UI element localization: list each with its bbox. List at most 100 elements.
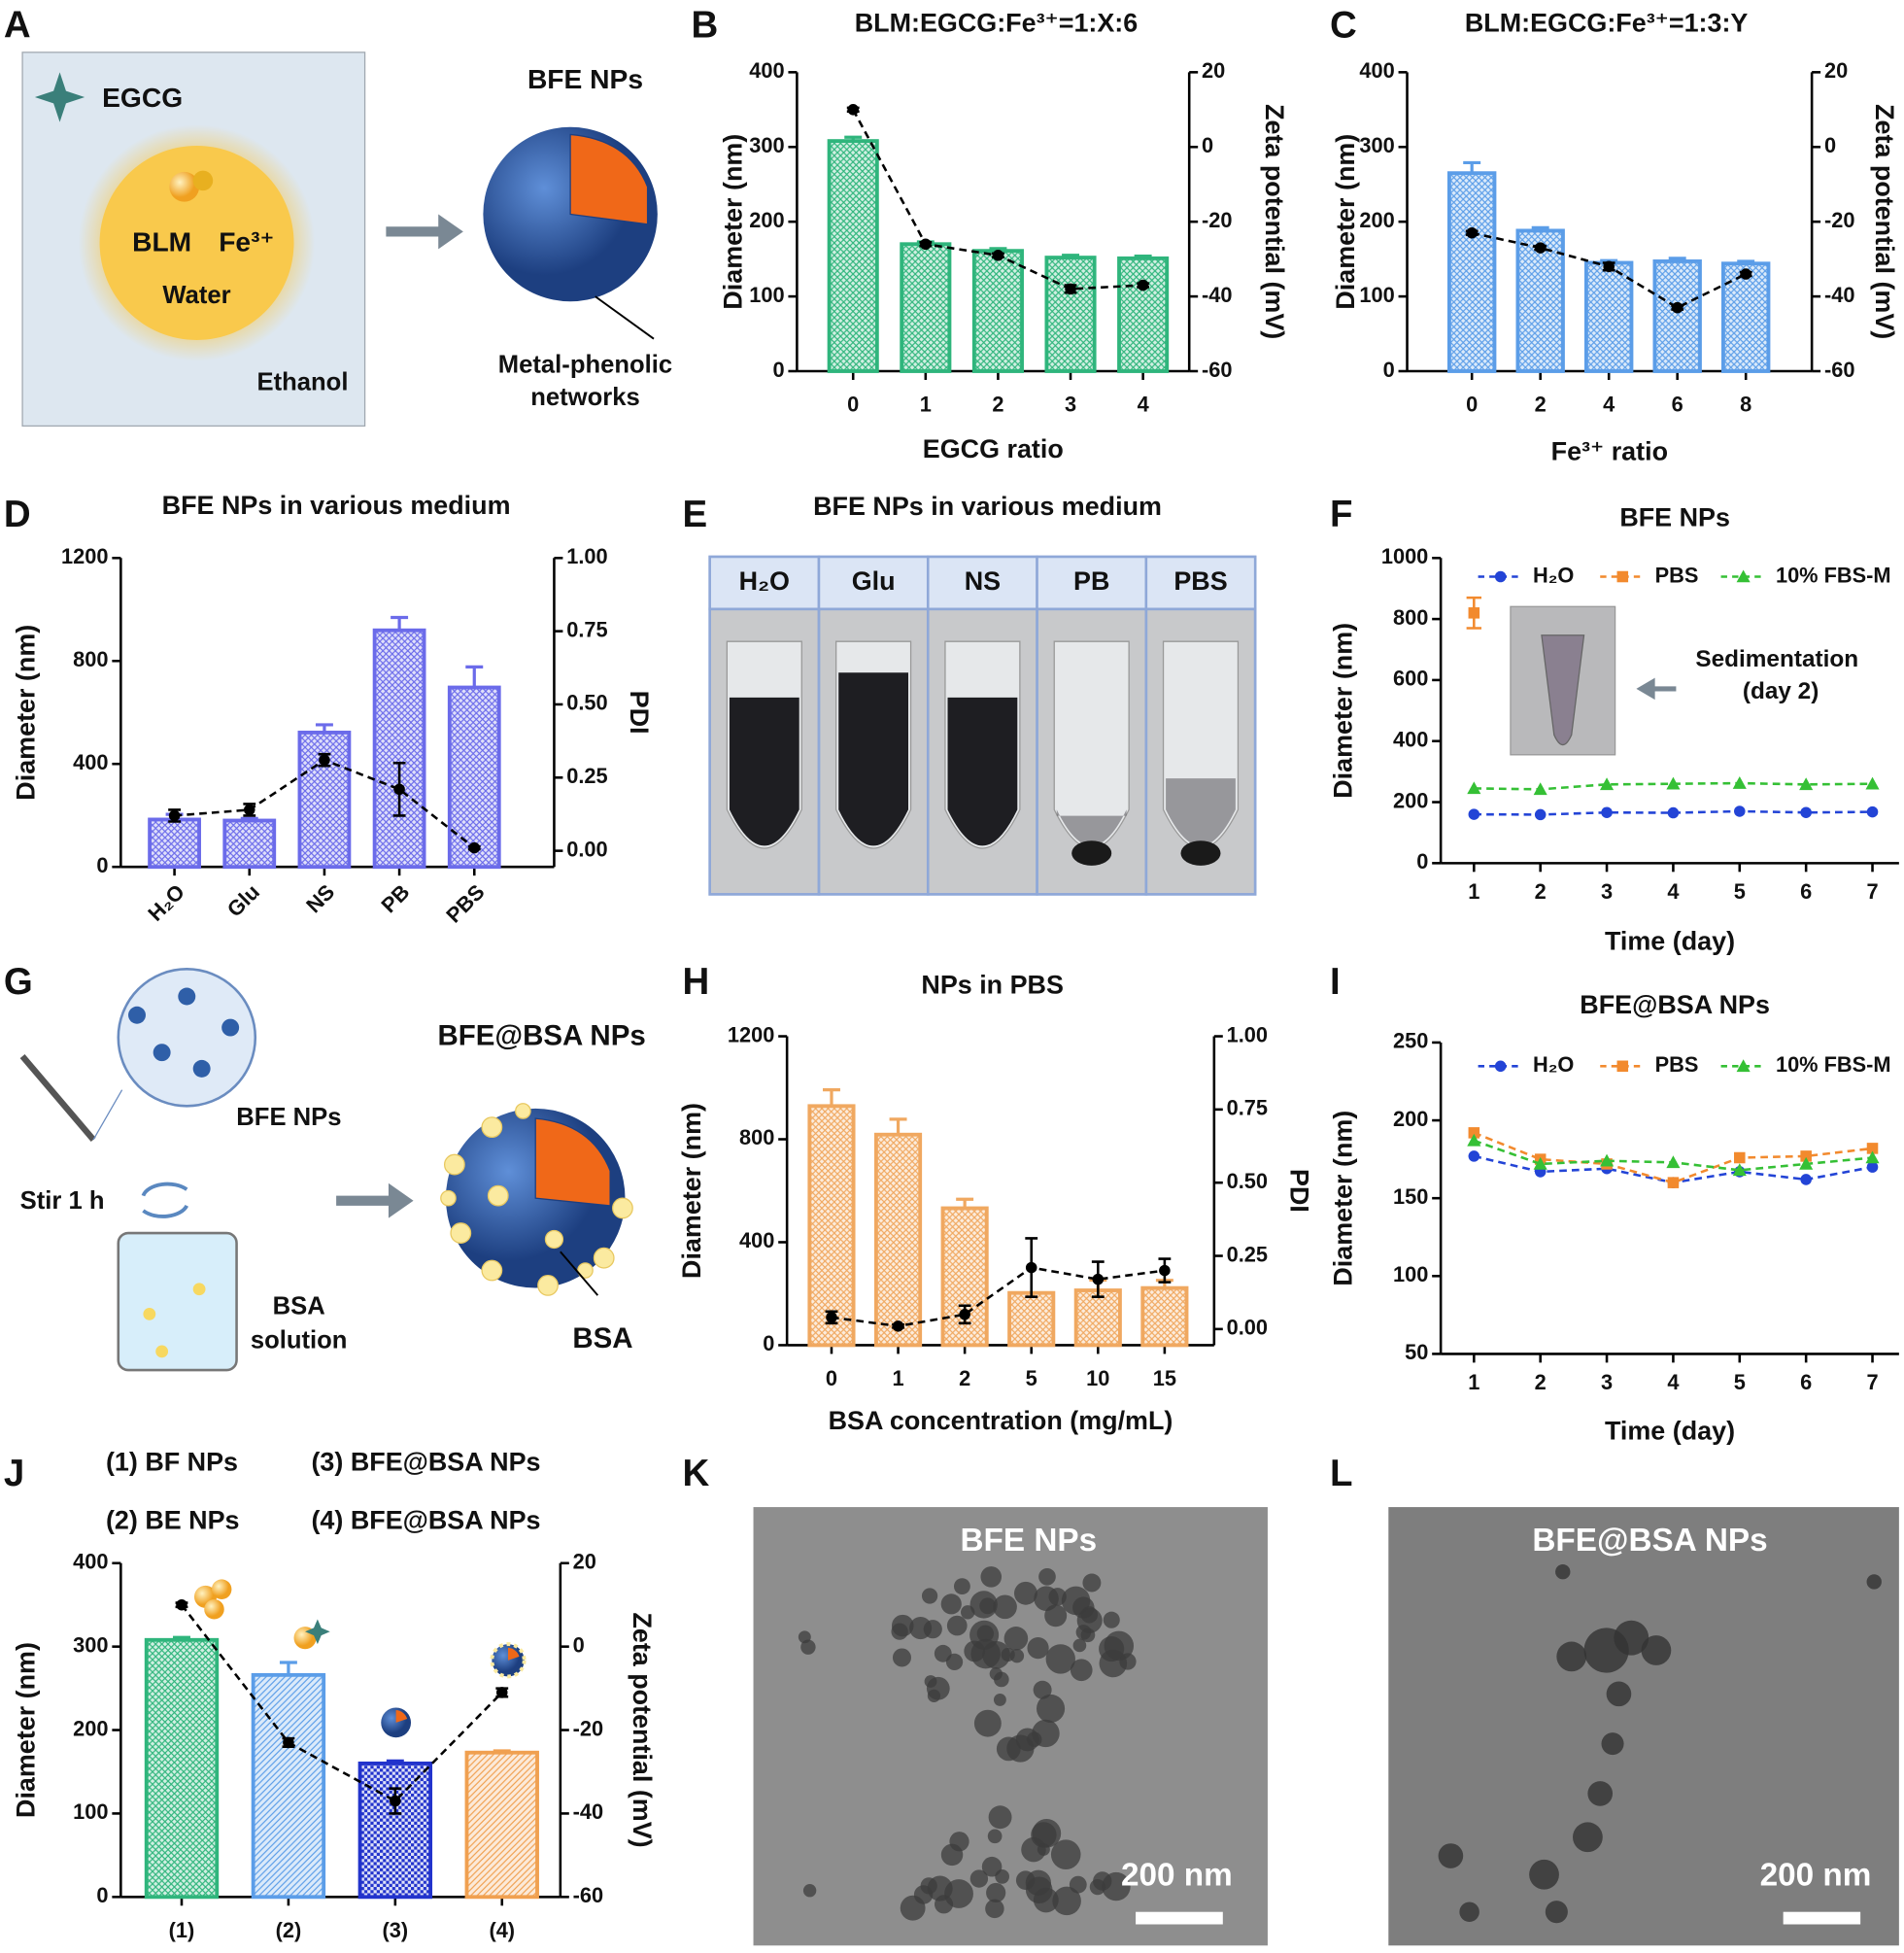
y-tick-label: 150	[1393, 1184, 1428, 1209]
marker	[1800, 1174, 1812, 1185]
tube-liquid	[947, 697, 1018, 846]
tem-particle	[995, 1869, 1009, 1884]
tem-particle	[800, 1639, 816, 1655]
x-axis-label: EGCG ratio	[923, 434, 1064, 463]
x-tick-label: 1	[892, 1366, 903, 1390]
syringe	[19, 1053, 96, 1143]
y-tick-label: 100	[73, 1799, 108, 1824]
panel-e: BFE NPs in various medium H₂O Glu NS PB PBS	[708, 492, 1257, 896]
np	[153, 1044, 171, 1062]
product-label: BFE@BSA NPs	[437, 1020, 645, 1052]
panel-label: F	[1330, 494, 1352, 535]
y2-tick-label: 0.50	[566, 691, 607, 715]
x-tick-label: 6	[1800, 1370, 1812, 1394]
x-tick-label: 1	[920, 393, 932, 417]
error-bar	[889, 1117, 907, 1135]
y-tick-label: 1200	[61, 544, 108, 568]
x-tick-label: 2	[1535, 1370, 1547, 1394]
error-bar	[1463, 160, 1481, 174]
y2-tick-label: -20	[1202, 208, 1232, 232]
y-tick-label: 400	[739, 1228, 774, 1252]
error-bar	[240, 816, 258, 821]
tem-particle	[986, 1882, 1006, 1903]
marker	[1533, 782, 1547, 796]
stir-arrows	[141, 1182, 189, 1218]
y-tick-label: 600	[1393, 667, 1428, 691]
y2-tick-label: -60	[1202, 358, 1232, 382]
panel-label: J	[4, 1453, 24, 1494]
marker	[1468, 1127, 1480, 1139]
np-view	[117, 968, 257, 1108]
tube-label: Glu	[852, 566, 896, 596]
tem-particle	[969, 1591, 998, 1619]
panel-label: B	[691, 4, 718, 46]
tem-particle	[980, 1566, 1003, 1588]
chart-title: BFE@BSA NPs	[1580, 990, 1770, 1019]
bsa	[192, 1283, 206, 1296]
tem-particle	[985, 1899, 1004, 1919]
blm-molecule	[169, 171, 200, 202]
ethanol-label: Ethanol	[257, 369, 349, 396]
y-tick-label: 800	[739, 1125, 774, 1149]
legend-label: PBS	[1655, 1052, 1699, 1077]
marker	[1467, 781, 1481, 795]
marker	[1616, 1060, 1629, 1073]
error-bar	[1134, 254, 1152, 258]
x-tick-label: 6	[1672, 393, 1683, 417]
error-bar	[391, 615, 409, 631]
y-tick-label: 100	[1359, 283, 1394, 307]
bar	[1044, 256, 1097, 373]
x-tick-label: 1	[1468, 1370, 1479, 1394]
bar	[297, 730, 352, 870]
tem-particle	[945, 1653, 964, 1671]
x-tick-label: Glu	[222, 879, 264, 921]
y2-tick-label: 0.00	[566, 837, 607, 861]
y-tick-label: 1200	[728, 1022, 774, 1046]
x-tick-label: 2	[1535, 393, 1547, 417]
image-title: BFE@BSA NPs	[1532, 1523, 1767, 1559]
point	[847, 104, 859, 116]
tem-particle	[996, 1736, 1021, 1762]
tem-particle	[989, 1667, 1003, 1681]
y-tick-label: 200	[1393, 1107, 1428, 1131]
key-text: (4) BFE@BSA NPs	[311, 1506, 540, 1535]
loaded-label: BFE NPs	[236, 1104, 341, 1131]
marker	[1666, 776, 1681, 790]
arrow	[336, 1182, 414, 1218]
tem-particle	[1050, 1839, 1081, 1869]
bar	[971, 249, 1024, 373]
marker	[1732, 1163, 1747, 1177]
error-bar	[465, 665, 484, 688]
y2-tick-label: -40	[1202, 283, 1232, 307]
bar	[807, 1104, 856, 1348]
x-tick-label: NS	[301, 879, 339, 917]
bsa	[143, 1307, 156, 1320]
tem-image	[1388, 1507, 1899, 1946]
x-tick-label: 0	[826, 1366, 837, 1390]
blm-molecule	[192, 170, 214, 191]
error-bar	[386, 1759, 404, 1764]
tem-particle	[1103, 1611, 1120, 1628]
tube-cell	[1144, 607, 1257, 896]
tem-particle	[1037, 1694, 1066, 1723]
tube-label: H₂O	[739, 566, 790, 596]
bar	[874, 1132, 923, 1348]
y-tick-label: 400	[73, 750, 108, 774]
tem-particle	[921, 1588, 938, 1604]
bar	[148, 817, 201, 870]
marker	[1799, 777, 1814, 791]
tem-particle	[1038, 1567, 1056, 1586]
x-tick-label: 4	[1667, 1370, 1679, 1394]
y-tick-label: 200	[1393, 788, 1428, 812]
point	[892, 1320, 904, 1332]
tube-liquid	[838, 672, 909, 846]
y-tick-label: 300	[73, 1632, 108, 1657]
scale-label: 200 nm	[1121, 1858, 1233, 1894]
tem-particle	[988, 1805, 1012, 1830]
bar	[144, 1637, 220, 1900]
x-tick-label: PB	[376, 879, 414, 917]
y-axis-label: Diameter (nm)	[1329, 623, 1358, 799]
tem-particle	[1089, 1878, 1106, 1896]
bar	[940, 1206, 989, 1348]
